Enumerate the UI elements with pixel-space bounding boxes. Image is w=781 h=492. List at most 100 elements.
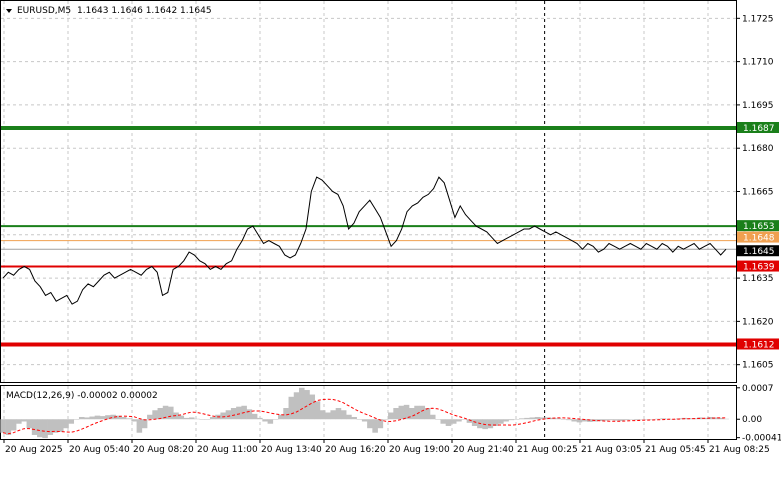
macd-histogram-bar bbox=[126, 418, 132, 419]
macd-histogram-bar bbox=[294, 392, 300, 419]
macd-histogram-bar bbox=[95, 416, 101, 420]
macd-histogram-bar bbox=[16, 419, 22, 423]
macd-histogram-bar bbox=[236, 407, 242, 420]
macd-histogram-bar bbox=[27, 419, 33, 428]
macd-histogram-bar bbox=[283, 408, 289, 419]
macd-histogram-bar bbox=[425, 408, 431, 419]
macd-histogram-bar bbox=[137, 419, 143, 432]
price-tick-label: 1.1725 bbox=[742, 14, 774, 24]
macd-histogram-bar bbox=[205, 419, 211, 420]
macd-histogram-bar bbox=[21, 419, 27, 421]
macd-histogram-bar bbox=[378, 419, 384, 428]
macd-histogram-bar bbox=[58, 419, 64, 432]
macd-histogram-bar bbox=[37, 419, 43, 437]
macd-histogram-bar bbox=[420, 406, 426, 419]
macd-histogram-bar bbox=[231, 408, 237, 419]
macd-histogram-bar bbox=[42, 419, 48, 438]
macd-histogram-bar bbox=[84, 417, 90, 419]
macd-histogram-bar bbox=[461, 419, 467, 420]
macd-histogram-bar bbox=[262, 419, 268, 421]
macd-histogram-bar bbox=[268, 419, 274, 423]
macd-histogram-bar bbox=[252, 414, 258, 419]
time-tick-label: 21 Aug 03:05 bbox=[581, 445, 642, 455]
macd-histogram-bar bbox=[430, 415, 436, 419]
price-tick-label: 1.1710 bbox=[742, 58, 774, 68]
macd-histogram-bar bbox=[372, 419, 378, 432]
macd-histogram-bar bbox=[299, 388, 305, 419]
macd-histogram-bar bbox=[393, 408, 399, 419]
macd-histogram-bar bbox=[184, 418, 190, 419]
macd-tick-label: 0.00 bbox=[742, 415, 762, 425]
macd-histogram-bar bbox=[351, 417, 357, 419]
macd-histogram-bar bbox=[451, 419, 457, 423]
price-tick-label: 1.1680 bbox=[742, 144, 774, 154]
level-label-bid: 1.1645 bbox=[743, 247, 775, 257]
macd-histogram-bar bbox=[199, 419, 205, 420]
macd-histogram-bar bbox=[68, 419, 74, 423]
macd-histogram-bar bbox=[456, 419, 462, 421]
price-tick-label: 1.1635 bbox=[742, 274, 774, 284]
macd-histogram-bar bbox=[388, 413, 394, 420]
macd-histogram-bar bbox=[158, 408, 164, 419]
time-tick-label: 20 Aug 08:20 bbox=[133, 445, 194, 455]
macd-histogram-bar bbox=[503, 419, 509, 421]
macd-histogram-bar bbox=[357, 419, 363, 420]
level-label-support: 1.1639 bbox=[743, 263, 775, 273]
triangle-down-icon[interactable] bbox=[6, 9, 12, 13]
macd-histogram-bar bbox=[309, 395, 315, 420]
macd-histogram-bar bbox=[74, 419, 80, 420]
time-tick-label: 21 Aug 08:25 bbox=[709, 445, 770, 455]
macd-histogram-bar bbox=[278, 415, 284, 419]
macd-histogram-bar bbox=[210, 417, 216, 419]
macd-histogram-bar bbox=[509, 419, 515, 420]
macd-histogram-bar bbox=[121, 417, 127, 419]
macd-histogram-bar bbox=[152, 410, 158, 419]
macd-histogram-bar bbox=[220, 413, 226, 420]
macd-histogram-bar bbox=[446, 419, 452, 426]
macd-histogram-bar bbox=[383, 419, 389, 420]
grid bbox=[1, 1, 736, 439]
price-tick-label: 1.1620 bbox=[742, 317, 774, 327]
macd-histogram-bar bbox=[131, 419, 137, 421]
time-tick-label: 20 Aug 11:00 bbox=[197, 445, 258, 455]
time-tick-label: 21 Aug 00:25 bbox=[517, 445, 578, 455]
macd-histogram-bar bbox=[289, 397, 295, 419]
macd-histogram-bar bbox=[48, 419, 54, 435]
macd-histogram-bar bbox=[320, 410, 326, 419]
macd-histogram-bar bbox=[603, 419, 609, 420]
macd-histogram-bar bbox=[608, 419, 614, 420]
macd-histogram-bar bbox=[53, 419, 59, 432]
macd-histogram-bar bbox=[32, 419, 38, 435]
macd-histogram-bar bbox=[189, 417, 195, 419]
level-label-resistance-strong: 1.1687 bbox=[743, 124, 775, 134]
macd-histogram-bar bbox=[257, 418, 263, 419]
price-tick-label: 1.1605 bbox=[742, 361, 774, 371]
symbol-info: EURUSD,M5 bbox=[17, 6, 71, 16]
macd-histogram-bar bbox=[226, 410, 232, 419]
macd-histogram-bar bbox=[488, 419, 494, 428]
macd-histogram-bar bbox=[341, 410, 347, 419]
price-levels bbox=[1, 128, 736, 344]
macd-histogram-bar bbox=[577, 419, 583, 422]
time-tick-label: 21 Aug 05:45 bbox=[645, 445, 706, 455]
macd-histogram-bar bbox=[399, 406, 405, 419]
macd-histogram-bar bbox=[519, 418, 525, 419]
macd-histogram-bar bbox=[315, 401, 321, 419]
macd-histogram-bar bbox=[179, 416, 185, 420]
macd-histogram-bar bbox=[440, 419, 446, 423]
macd-histogram-bar bbox=[530, 417, 536, 419]
macd-histogram-bar bbox=[336, 408, 342, 419]
macd-histogram-bar bbox=[514, 419, 520, 420]
macd-histogram-bar bbox=[11, 419, 17, 430]
level-label-ask: 1.1648 bbox=[743, 234, 775, 244]
macd-histogram-bar bbox=[273, 419, 279, 420]
macd-histogram-bar bbox=[362, 419, 368, 421]
macd-histogram-bar bbox=[613, 419, 619, 420]
macd-histogram-bar bbox=[100, 416, 106, 419]
macd-histogram-bar bbox=[556, 418, 562, 419]
time-tick-label: 20 Aug 21:40 bbox=[453, 445, 514, 455]
macd-histogram-bar bbox=[63, 419, 69, 428]
